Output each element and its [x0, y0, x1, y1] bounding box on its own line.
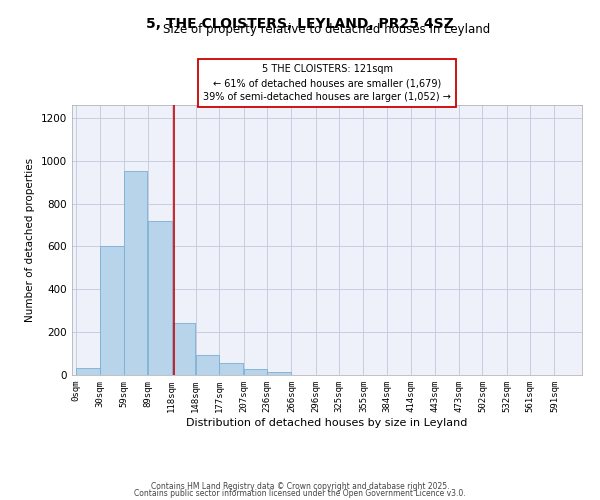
Bar — [267, 372, 290, 375]
Bar — [124, 172, 147, 375]
Title: Size of property relative to detached houses in Leyland: Size of property relative to detached ho… — [163, 23, 491, 36]
Bar — [196, 354, 220, 375]
Bar — [148, 220, 172, 375]
Text: Contains HM Land Registry data © Crown copyright and database right 2025.: Contains HM Land Registry data © Crown c… — [151, 482, 449, 491]
Bar — [220, 363, 243, 375]
Bar — [100, 246, 124, 375]
Text: Contains public sector information licensed under the Open Government Licence v3: Contains public sector information licen… — [134, 488, 466, 498]
Y-axis label: Number of detached properties: Number of detached properties — [25, 158, 35, 322]
Bar — [244, 368, 267, 375]
Bar — [76, 368, 100, 375]
X-axis label: Distribution of detached houses by size in Leyland: Distribution of detached houses by size … — [187, 418, 467, 428]
Text: 5, THE CLOISTERS, LEYLAND, PR25 4SZ: 5, THE CLOISTERS, LEYLAND, PR25 4SZ — [146, 18, 454, 32]
Text: 5 THE CLOISTERS: 121sqm
← 61% of detached houses are smaller (1,679)
39% of semi: 5 THE CLOISTERS: 121sqm ← 61% of detache… — [203, 64, 451, 102]
Bar — [172, 322, 195, 375]
